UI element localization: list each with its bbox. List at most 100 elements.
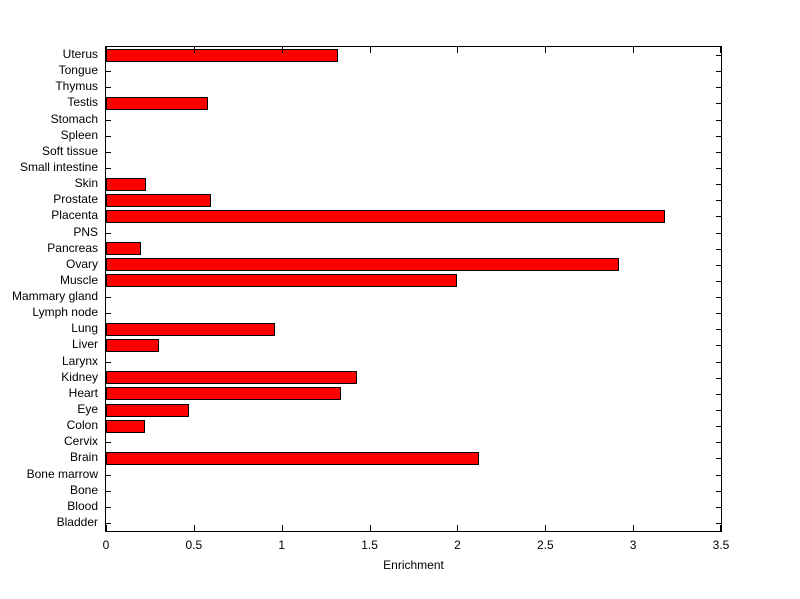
ytick-mark-right bbox=[716, 200, 721, 201]
ytick-label-lymph-node: Lymph node bbox=[32, 305, 98, 320]
ytick-mark-right bbox=[716, 152, 721, 153]
ytick-label-brain: Brain bbox=[69, 450, 98, 465]
ytick-mark-left bbox=[106, 475, 111, 476]
ytick-label-soft-tissue: Soft tissue bbox=[41, 143, 98, 158]
ytick-mark-right bbox=[716, 297, 721, 298]
ytick-mark-right bbox=[716, 233, 721, 234]
xtick-label-0_5: 0.5 bbox=[185, 538, 203, 552]
ytick-mark-right bbox=[716, 362, 721, 363]
xtick-mark-top bbox=[720, 47, 721, 53]
ytick-label-tongue: Tongue bbox=[58, 63, 98, 78]
ytick-mark-left bbox=[106, 523, 111, 524]
ytick-label-colon: Colon bbox=[66, 418, 98, 433]
x-axis-title: Enrichment bbox=[383, 558, 444, 572]
ytick-mark-right bbox=[716, 136, 721, 137]
ytick-label-thymus: Thymus bbox=[55, 79, 98, 94]
bar-placenta bbox=[106, 210, 665, 223]
bar-testis bbox=[106, 97, 208, 110]
xtick-mark-bottom bbox=[282, 525, 283, 531]
bar-heart bbox=[106, 387, 341, 400]
ytick-mark-right bbox=[716, 507, 721, 508]
ytick-mark-right bbox=[716, 281, 721, 282]
ytick-mark-left bbox=[106, 442, 111, 443]
xtick-mark-top bbox=[370, 47, 371, 53]
plot-area bbox=[105, 46, 722, 532]
ytick-label-stomach: Stomach bbox=[50, 111, 98, 126]
ytick-label-lung: Lung bbox=[71, 321, 98, 336]
bar-pancreas bbox=[106, 242, 141, 255]
ytick-label-blood: Blood bbox=[67, 498, 98, 513]
xtick-label-3: 3 bbox=[629, 538, 637, 552]
ytick-mark-left bbox=[106, 491, 111, 492]
xtick-mark-top bbox=[282, 47, 283, 53]
ytick-mark-left bbox=[106, 233, 111, 234]
bar-brain bbox=[106, 452, 479, 465]
ytick-mark-right bbox=[716, 475, 721, 476]
ytick-mark-right bbox=[716, 249, 721, 250]
bar-eye bbox=[106, 404, 189, 417]
xtick-mark-bottom bbox=[106, 525, 107, 531]
ytick-mark-right bbox=[716, 394, 721, 395]
ytick-label-prostate: Prostate bbox=[53, 192, 98, 207]
ytick-mark-left bbox=[106, 120, 111, 121]
ytick-label-skin: Skin bbox=[74, 176, 98, 191]
xtick-mark-top bbox=[633, 47, 634, 53]
ytick-mark-right bbox=[716, 120, 721, 121]
ytick-mark-right bbox=[716, 523, 721, 524]
xtick-label-1: 1 bbox=[278, 538, 286, 552]
ytick-label-bone: Bone bbox=[69, 482, 98, 497]
ytick-label-pancreas: Pancreas bbox=[47, 240, 98, 255]
xtick-mark-bottom bbox=[633, 525, 634, 531]
xtick-label-3_5: 3.5 bbox=[712, 538, 730, 552]
ytick-mark-left bbox=[106, 507, 111, 508]
ytick-mark-left bbox=[106, 87, 111, 88]
ytick-mark-right bbox=[716, 426, 721, 427]
ytick-mark-left bbox=[106, 313, 111, 314]
ytick-mark-right bbox=[716, 71, 721, 72]
bar-kidney bbox=[106, 371, 357, 384]
ytick-label-muscle: Muscle bbox=[59, 272, 98, 287]
ytick-mark-right bbox=[716, 184, 721, 185]
xtick-mark-bottom bbox=[370, 525, 371, 531]
ytick-label-cervix: Cervix bbox=[63, 434, 98, 449]
ytick-mark-right bbox=[716, 168, 721, 169]
ytick-label-larynx: Larynx bbox=[61, 353, 98, 368]
xtick-label-1_5: 1.5 bbox=[361, 538, 378, 552]
ytick-mark-right bbox=[716, 458, 721, 459]
ytick-label-pns: PNS bbox=[73, 224, 98, 239]
ytick-label-ovary: Ovary bbox=[65, 256, 98, 271]
xtick-mark-top bbox=[545, 47, 546, 53]
ytick-mark-right bbox=[716, 216, 721, 217]
ytick-mark-right bbox=[716, 345, 721, 346]
ytick-mark-left bbox=[106, 297, 111, 298]
bar-colon bbox=[106, 420, 145, 433]
xtick-label-0: 0 bbox=[102, 538, 110, 552]
ytick-mark-left bbox=[106, 362, 111, 363]
xtick-mark-bottom bbox=[545, 525, 546, 531]
xtick-mark-bottom bbox=[194, 525, 195, 531]
xtick-mark-bottom bbox=[720, 525, 721, 531]
ytick-mark-left bbox=[106, 152, 111, 153]
ytick-mark-right bbox=[716, 103, 721, 104]
ytick-mark-right bbox=[716, 87, 721, 88]
bar-ovary bbox=[106, 258, 619, 271]
ytick-mark-right bbox=[716, 491, 721, 492]
xtick-mark-bottom bbox=[457, 525, 458, 531]
ytick-mark-right bbox=[716, 55, 721, 56]
xtick-label-2: 2 bbox=[454, 538, 461, 552]
ytick-label-bone-marrow: Bone marrow bbox=[26, 466, 98, 481]
ytick-label-heart: Heart bbox=[68, 385, 98, 400]
ytick-mark-right bbox=[716, 265, 721, 266]
ytick-label-eye: Eye bbox=[77, 402, 98, 416]
bar-lung bbox=[106, 323, 275, 336]
xtick-mark-top bbox=[457, 47, 458, 53]
ytick-mark-right bbox=[716, 378, 721, 379]
bar-skin bbox=[106, 178, 146, 191]
ytick-label-bladder: Bladder bbox=[56, 514, 98, 529]
ytick-label-liver: Liver bbox=[71, 337, 98, 352]
ytick-label-uterus: Uterus bbox=[62, 47, 98, 62]
ytick-mark-left bbox=[106, 136, 111, 137]
ytick-mark-right bbox=[716, 313, 721, 314]
ytick-mark-left bbox=[106, 168, 111, 169]
